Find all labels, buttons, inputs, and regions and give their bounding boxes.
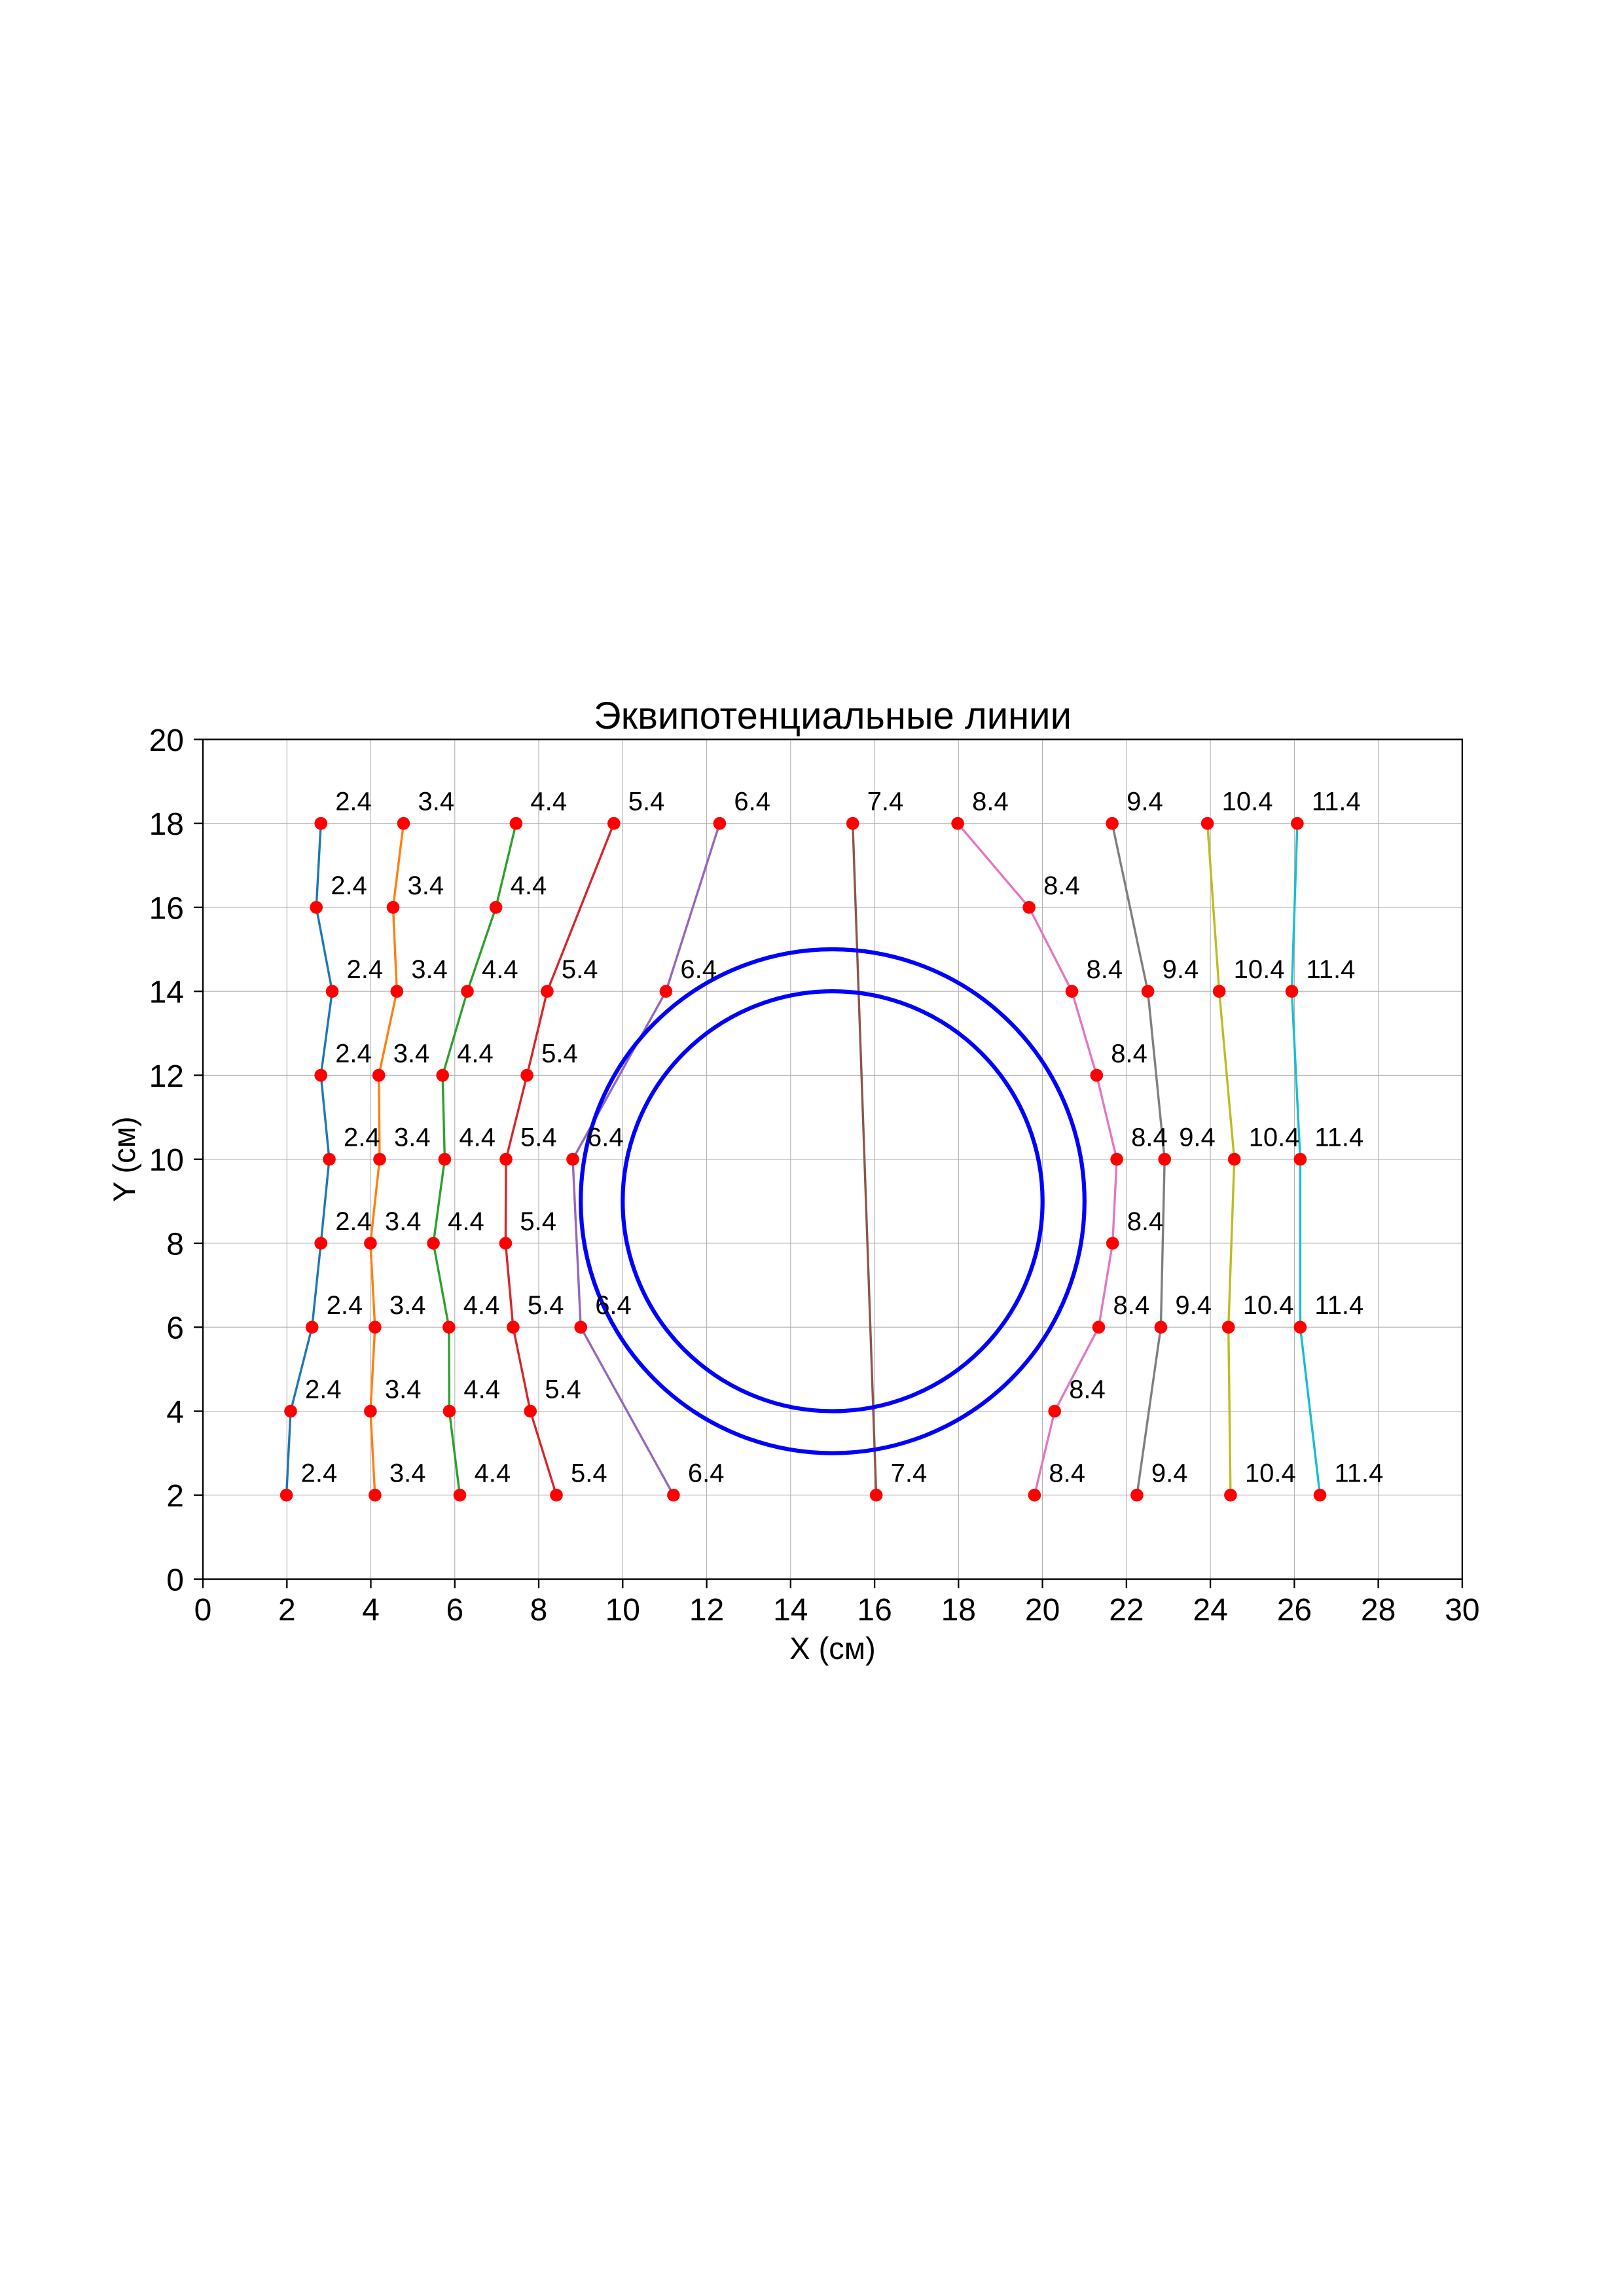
svg-text:12: 12: [149, 1059, 184, 1094]
svg-text:8: 8: [530, 1593, 548, 1628]
svg-text:3.4: 3.4: [389, 1459, 426, 1488]
svg-text:2: 2: [166, 1479, 184, 1514]
svg-text:30: 30: [1445, 1593, 1479, 1628]
svg-text:2.4: 2.4: [305, 1376, 342, 1404]
svg-text:9.4: 9.4: [1127, 788, 1163, 816]
svg-text:8.4: 8.4: [1069, 1376, 1106, 1404]
svg-text:Эквипотенциальные линии: Эквипотенциальные линии: [594, 695, 1072, 737]
svg-text:26: 26: [1277, 1593, 1312, 1628]
svg-text:4.4: 4.4: [463, 1376, 500, 1404]
svg-text:2.4: 2.4: [344, 1123, 380, 1152]
svg-text:2.4: 2.4: [301, 1459, 338, 1488]
svg-text:7.4: 7.4: [867, 788, 904, 816]
svg-text:2.4: 2.4: [331, 871, 367, 900]
svg-text:8.4: 8.4: [1111, 1039, 1147, 1068]
svg-text:22: 22: [1109, 1593, 1144, 1628]
svg-text:6.4: 6.4: [587, 1123, 624, 1152]
svg-text:7.4: 7.4: [891, 1459, 928, 1488]
svg-text:8.4: 8.4: [1087, 955, 1123, 984]
svg-text:11.4: 11.4: [1314, 1123, 1363, 1152]
svg-text:3.4: 3.4: [394, 1123, 431, 1152]
svg-text:3.4: 3.4: [393, 1039, 430, 1068]
svg-text:9.4: 9.4: [1163, 955, 1199, 984]
svg-text:3.4: 3.4: [418, 788, 455, 816]
svg-text:6.4: 6.4: [595, 1291, 632, 1320]
svg-text:18: 18: [941, 1593, 976, 1628]
svg-text:12: 12: [689, 1593, 724, 1628]
svg-text:8.4: 8.4: [1043, 871, 1080, 900]
svg-text:8.4: 8.4: [1131, 1123, 1168, 1152]
svg-text:11.4: 11.4: [1312, 788, 1361, 816]
svg-text:14: 14: [773, 1593, 808, 1628]
svg-text:10: 10: [605, 1593, 640, 1628]
svg-text:2.4: 2.4: [327, 1291, 363, 1320]
svg-text:4.4: 4.4: [482, 955, 518, 984]
svg-text:10: 10: [149, 1143, 184, 1178]
svg-text:3.4: 3.4: [408, 871, 444, 900]
svg-text:2.4: 2.4: [335, 1039, 372, 1068]
svg-text:4.4: 4.4: [448, 1207, 484, 1236]
svg-text:20: 20: [1025, 1593, 1060, 1628]
svg-text:9.4: 9.4: [1151, 1459, 1188, 1488]
svg-text:4.4: 4.4: [475, 1459, 511, 1488]
svg-text:2.4: 2.4: [347, 955, 384, 984]
svg-text:5.4: 5.4: [541, 1039, 578, 1068]
svg-text:9.4: 9.4: [1175, 1291, 1212, 1320]
svg-text:28: 28: [1361, 1593, 1396, 1628]
svg-text:5.4: 5.4: [628, 788, 665, 816]
svg-text:5.4: 5.4: [562, 955, 598, 984]
svg-text:8.4: 8.4: [972, 788, 1009, 816]
svg-text:10.4: 10.4: [1243, 1291, 1294, 1320]
svg-text:10.4: 10.4: [1249, 1123, 1300, 1152]
svg-text:5.4: 5.4: [520, 1207, 556, 1236]
svg-text:10.4: 10.4: [1245, 1459, 1296, 1488]
svg-text:3.4: 3.4: [385, 1376, 422, 1404]
svg-text:6.4: 6.4: [680, 955, 717, 984]
svg-text:3.4: 3.4: [411, 955, 448, 984]
svg-text:2: 2: [278, 1593, 296, 1628]
svg-text:4.4: 4.4: [530, 788, 567, 816]
svg-text:16: 16: [149, 891, 184, 926]
svg-text:4.4: 4.4: [457, 1039, 494, 1068]
svg-text:2.4: 2.4: [335, 788, 372, 816]
svg-text:20: 20: [149, 723, 184, 758]
svg-text:5.4: 5.4: [520, 1123, 557, 1152]
svg-text:4.4: 4.4: [511, 871, 547, 900]
svg-text:8.4: 8.4: [1049, 1459, 1085, 1488]
svg-text:11.4: 11.4: [1307, 955, 1356, 984]
svg-text:4: 4: [166, 1395, 184, 1430]
svg-text:9.4: 9.4: [1179, 1123, 1216, 1152]
svg-text:8.4: 8.4: [1127, 1207, 1164, 1236]
svg-text:0: 0: [166, 1563, 184, 1598]
svg-text:4.4: 4.4: [459, 1123, 496, 1152]
svg-text:6.4: 6.4: [688, 1459, 725, 1488]
svg-text:6: 6: [446, 1593, 463, 1628]
svg-text:0: 0: [194, 1593, 212, 1628]
svg-text:6: 6: [166, 1311, 184, 1346]
svg-text:4: 4: [362, 1593, 380, 1628]
svg-text:6.4: 6.4: [734, 788, 770, 816]
svg-text:11.4: 11.4: [1314, 1291, 1363, 1320]
svg-text:5.4: 5.4: [571, 1459, 607, 1488]
svg-text:X (см): X (см): [789, 1631, 876, 1666]
svg-text:10.4: 10.4: [1234, 955, 1285, 984]
svg-text:4.4: 4.4: [463, 1291, 500, 1320]
svg-text:14: 14: [149, 975, 184, 1010]
svg-text:10.4: 10.4: [1222, 788, 1273, 816]
svg-text:2.4: 2.4: [335, 1207, 372, 1236]
svg-text:3.4: 3.4: [389, 1291, 426, 1320]
svg-text:3.4: 3.4: [385, 1207, 422, 1236]
svg-text:18: 18: [149, 807, 184, 842]
svg-text:16: 16: [857, 1593, 892, 1628]
svg-text:24: 24: [1193, 1593, 1227, 1628]
svg-text:5.4: 5.4: [528, 1291, 564, 1320]
svg-text:5.4: 5.4: [545, 1376, 581, 1404]
svg-text:Y (см): Y (см): [107, 1116, 141, 1202]
svg-text:8: 8: [166, 1228, 184, 1262]
svg-text:11.4: 11.4: [1335, 1459, 1384, 1488]
svg-text:8.4: 8.4: [1113, 1291, 1150, 1320]
